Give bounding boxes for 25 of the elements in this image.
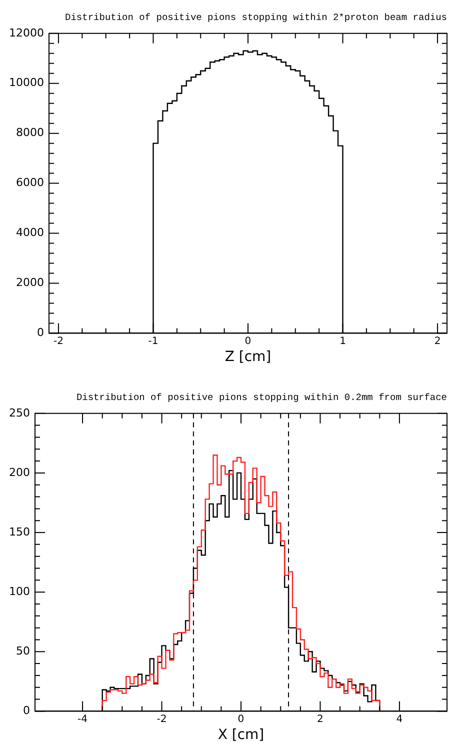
chart-title: Distribution of positive pions stopping within 0.2mm from surface: [76, 392, 448, 404]
x-tick-label: 0: [238, 714, 244, 725]
x-axis-title: Z [cm]: [224, 349, 272, 366]
y-tick-label: 2000: [16, 276, 44, 290]
y-tick-label: 6000: [16, 176, 44, 190]
x-tick-label: -1: [148, 336, 158, 347]
y-tick-label: 8000: [16, 126, 44, 140]
chart-title: Distribution of positive pions stopping within 2*proton beam radius: [65, 12, 447, 24]
x-tick-label: 0: [244, 336, 252, 347]
x-tick-label: 1: [340, 336, 346, 347]
y-tick-label: 50: [16, 644, 30, 658]
x-tick-label: -2: [156, 714, 167, 725]
y-tick-label: 12000: [8, 26, 44, 40]
x-tick-label: 2: [434, 336, 441, 347]
x-tick-label: 4: [396, 714, 403, 725]
y-tick-label: 10000: [8, 76, 44, 90]
x-tick-label: 2: [317, 714, 324, 725]
y-tick-label: 100: [8, 584, 30, 598]
x-tick-label: -2: [53, 336, 64, 347]
x-axis-title: X [cm]: [218, 727, 264, 744]
x-tick-label: -4: [78, 714, 88, 725]
y-tick-label: 200: [8, 466, 30, 479]
y-tick-label: 250: [8, 406, 30, 420]
y-tick-label: 4000: [16, 226, 44, 240]
y-tick-label: 150: [8, 525, 30, 538]
